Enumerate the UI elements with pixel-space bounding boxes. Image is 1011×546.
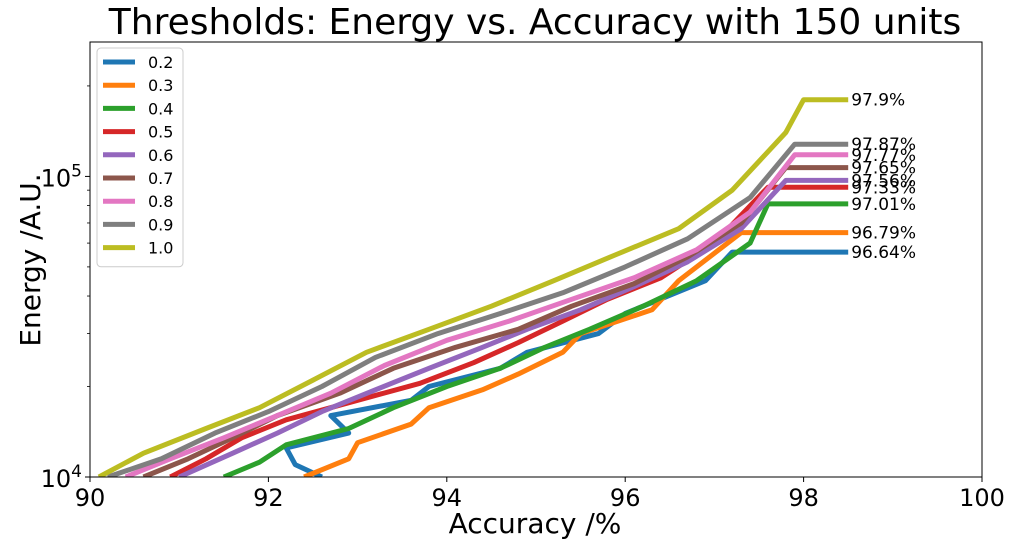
legend-entry: 0.9 xyxy=(103,215,173,234)
x-tick-label: 94 xyxy=(432,484,463,512)
y-tick-exponent: 5 xyxy=(71,161,82,181)
series-end-label: 97.33% xyxy=(851,178,916,198)
legend-label: 0.7 xyxy=(148,169,173,188)
series-line-1.0 xyxy=(97,97,849,477)
legend-label: 0.8 xyxy=(148,192,173,211)
series-end-label: 96.79% xyxy=(851,224,916,244)
legend: 0.2 0.3 0.4 0.5 0.6 0.7 0.8 0.9 1.0 xyxy=(96,47,184,268)
series-end-label: 97.56% xyxy=(851,171,916,191)
legend-entry: 0.6 xyxy=(103,146,173,165)
series-line-0.2 xyxy=(283,249,849,477)
series-line-0.9 xyxy=(106,141,849,477)
y-tick-label: 104 xyxy=(41,462,82,493)
legend-entry: 0.8 xyxy=(103,192,173,211)
series-layer xyxy=(97,97,849,477)
legend-entry: 1.0 xyxy=(103,239,173,258)
x-tick-label: 100 xyxy=(959,484,1005,512)
plot-frame xyxy=(89,41,983,478)
y-axis-label: Energy /A.U. xyxy=(14,173,47,346)
legend-label: 1.0 xyxy=(148,239,173,258)
legend-label: 0.9 xyxy=(148,215,173,234)
legend-entry: 0.4 xyxy=(103,99,173,118)
y-tick-base: 10 xyxy=(41,465,72,493)
chart-title: Thresholds: Energy vs. Accuracy with 150… xyxy=(108,2,961,43)
series-line-0.7 xyxy=(142,165,849,477)
legend-label: 0.3 xyxy=(148,76,173,95)
x-tick-label: 92 xyxy=(253,484,284,512)
series-end-label: 97.77% xyxy=(851,146,916,166)
legend-entry: 0.7 xyxy=(103,169,173,188)
series-end-label: 96.64% xyxy=(851,243,916,263)
legend-entry: 0.2 xyxy=(103,53,173,72)
x-axis-label: Accuracy /% xyxy=(449,507,622,540)
series-line-0.4 xyxy=(222,201,849,477)
x-tick-label: 90 xyxy=(75,484,106,512)
y-tick-exponent: 4 xyxy=(71,462,82,482)
legend-label: 0.6 xyxy=(148,146,173,165)
legend-box xyxy=(96,47,184,268)
legend-entry: 0.3 xyxy=(103,76,173,95)
legend-label: 0.4 xyxy=(148,99,173,118)
series-end-label: 97.87% xyxy=(851,135,916,155)
y-tick-label: 105 xyxy=(41,161,82,192)
legend-label: 0.5 xyxy=(148,123,173,142)
series-end-label: 97.65% xyxy=(851,159,916,179)
series-line-0.3 xyxy=(303,230,849,477)
legend-entry: 0.5 xyxy=(103,123,173,142)
x-axis: 90 92 94 96 98 100 xyxy=(75,477,1005,512)
series-end-label: 97.01% xyxy=(851,195,916,215)
x-tick-label: 98 xyxy=(788,484,819,512)
series-line-0.6 xyxy=(178,177,849,477)
x-tick-label: 96 xyxy=(610,484,641,512)
series-end-label: 97.9% xyxy=(851,91,905,111)
series-line-0.8 xyxy=(124,152,849,477)
end-label-layer: 96.64%96.79% 97.01%97.33%97.56%97.65%97.7… xyxy=(851,91,916,263)
y-tick-base: 10 xyxy=(41,164,72,192)
legend-label: 0.2 xyxy=(148,53,173,72)
